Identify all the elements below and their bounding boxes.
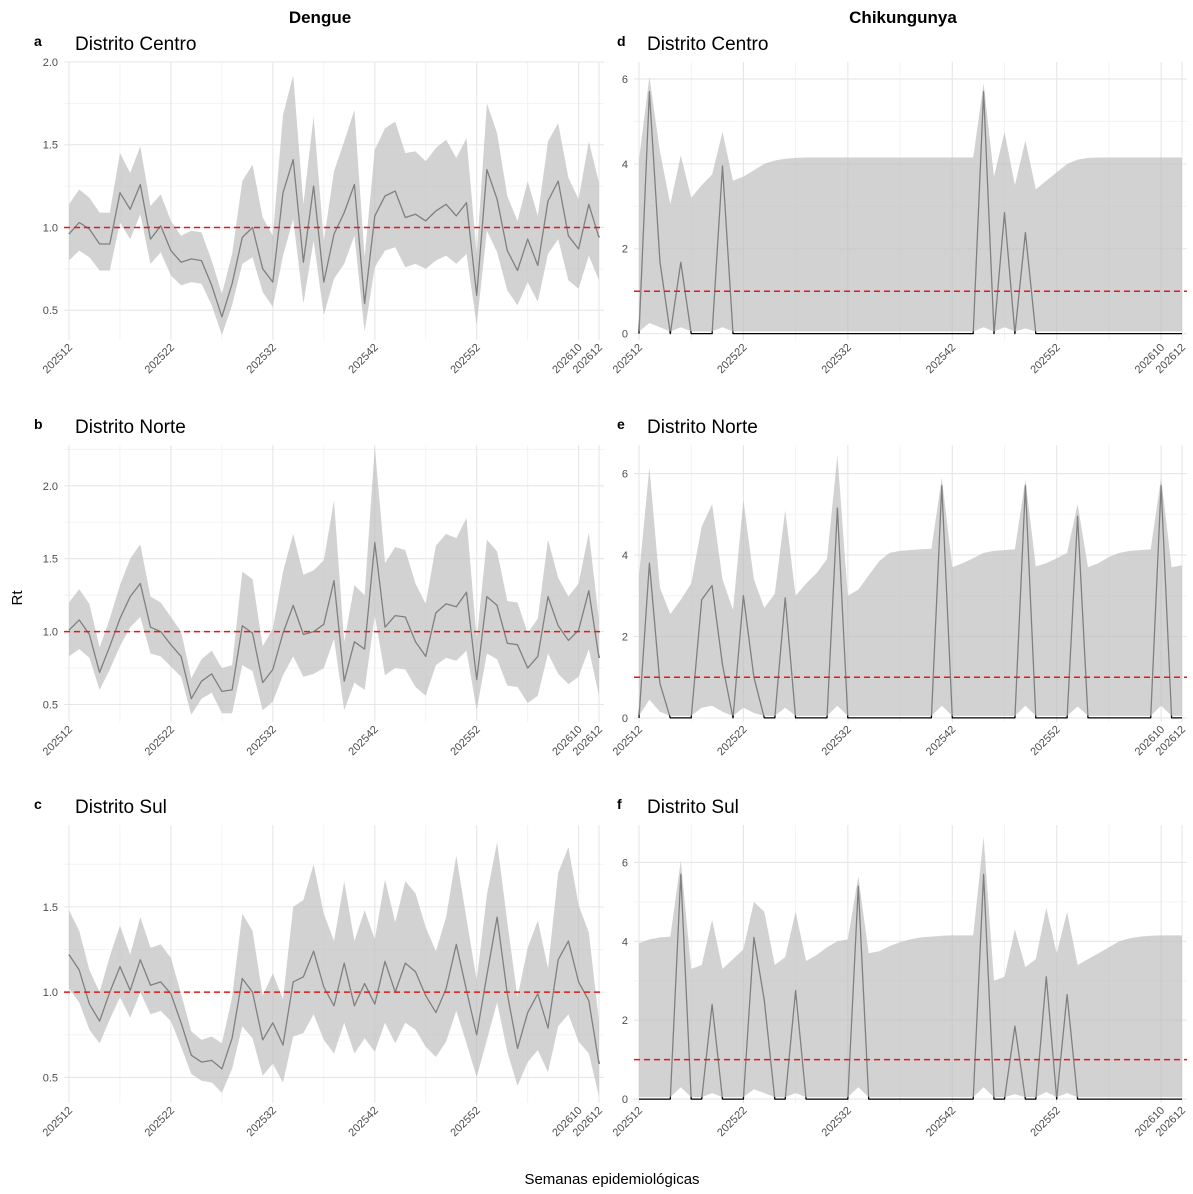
x-tick-label: 202552 — [448, 724, 482, 758]
x-tick-label: 202512 — [611, 342, 645, 376]
y-tick-label: 2 — [622, 1015, 628, 1027]
panel-title: Distrito Centro — [75, 34, 196, 55]
y-tick-label: 2.0 — [43, 57, 58, 69]
x-tick-label: 202552 — [1028, 1105, 1062, 1139]
x-tick-label: 202552 — [1028, 724, 1062, 758]
panel-tag: c — [34, 796, 42, 812]
y-tick-label: 4 — [622, 550, 628, 562]
y-tick-label: 6 — [622, 469, 628, 481]
x-tick-label: 202512 — [611, 724, 645, 758]
x-tick-label: 202542 — [346, 724, 380, 758]
panel-title: Distrito Centro — [647, 34, 768, 55]
x-tick-label: 202552 — [448, 1105, 482, 1139]
x-tick-label: 202512 — [41, 1105, 75, 1139]
panel-tag: a — [34, 33, 42, 49]
x-tick-label: 202532 — [245, 724, 279, 758]
y-tick-label: 0 — [622, 1094, 628, 1106]
x-tick-label: 202522 — [715, 342, 749, 376]
panel-a: 0.5 1.0 1.5 2.0 202512 202522 202532 202542 2025… — [34, 33, 605, 376]
panel-tag: f — [617, 796, 622, 812]
panel-title: Distrito Norte — [75, 417, 186, 438]
panel-tag: e — [617, 416, 625, 432]
y-axis-label: Rt — [9, 590, 26, 606]
x-tick-label: 202552 — [448, 342, 482, 376]
x-tick-label: 202552 — [1028, 342, 1062, 376]
y-tick-label: 2.0 — [43, 481, 58, 493]
x-axis-label: Semanas epidemiológicas — [524, 1171, 699, 1188]
x-tick-label: 202542 — [924, 724, 958, 758]
x-tick-label: 202542 — [346, 342, 380, 376]
x-tick-label: 202522 — [143, 342, 177, 376]
confidence-band — [69, 842, 599, 1097]
x-tick-label: 202512 — [611, 1105, 645, 1139]
y-tick-label: 0.5 — [43, 1072, 58, 1084]
x-tick-label: 202522 — [715, 1105, 749, 1139]
panel-title: Distrito Sul — [75, 797, 167, 818]
x-tick-label: 202532 — [820, 342, 854, 376]
column-title-chikungunya: Chikungunya — [849, 8, 957, 27]
confidence-band — [639, 76, 1182, 332]
y-tick-label: 4 — [622, 159, 628, 171]
x-tick-label: 202532 — [245, 342, 279, 376]
y-tick-label: 0 — [622, 329, 628, 341]
rt-line — [639, 873, 1182, 1100]
confidence-band — [639, 836, 1182, 1098]
x-tick-label: 202532 — [245, 1105, 279, 1139]
y-tick-label: 1.5 — [43, 902, 58, 914]
y-tick-label: 2 — [622, 244, 628, 256]
x-tick-label: 202522 — [143, 724, 177, 758]
y-tick-label: 0 — [622, 713, 628, 725]
y-tick-label: 1.0 — [43, 222, 58, 234]
x-tick-label: 202542 — [924, 1105, 958, 1139]
y-tick-label: 4 — [622, 936, 628, 948]
panels: 0.5 1.0 1.5 2.0 202512 202522 202532 202542 2025… — [34, 33, 1188, 1139]
x-tick-label: 202542 — [346, 1105, 380, 1139]
x-tick-label: 202522 — [715, 724, 749, 758]
panel-title: Distrito Sul — [647, 797, 739, 818]
panel-b: 0.5 1.0 1.5 2.0 202512 202522 202532 202542 2025… — [34, 416, 605, 758]
confidence-band — [69, 446, 599, 715]
column-title-dengue: Dengue — [289, 8, 351, 27]
y-tick-label: 0.5 — [43, 700, 58, 712]
confidence-band — [69, 75, 599, 335]
panel-tag: d — [617, 33, 626, 49]
confidence-band — [639, 455, 1182, 716]
panel-tag: b — [34, 416, 43, 432]
x-tick-label: 202512 — [41, 724, 75, 758]
y-tick-label: 2 — [622, 631, 628, 643]
y-tick-label: 1.5 — [43, 140, 58, 152]
y-tick-label: 1.0 — [43, 987, 58, 999]
x-tick-label: 202522 — [143, 1105, 177, 1139]
x-tick-label: 202542 — [924, 342, 958, 376]
x-tick-label: 202532 — [820, 1105, 854, 1139]
x-tick-label: 202512 — [41, 342, 75, 376]
x-tick-label: 202532 — [820, 724, 854, 758]
y-tick-label: 6 — [622, 74, 628, 86]
y-tick-label: 6 — [622, 857, 628, 869]
y-tick-label: 0.5 — [43, 305, 58, 317]
y-tick-label: 1.5 — [43, 554, 58, 566]
panel-title: Distrito Norte — [647, 417, 758, 438]
y-tick-label: 1.0 — [43, 627, 58, 639]
